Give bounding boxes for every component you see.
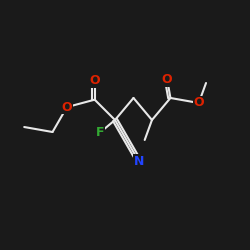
Text: O: O xyxy=(89,74,100,88)
Text: N: N xyxy=(134,155,144,168)
Text: F: F xyxy=(96,126,104,139)
Text: O: O xyxy=(62,100,72,114)
Text: O: O xyxy=(194,96,204,110)
Text: O: O xyxy=(162,73,172,86)
